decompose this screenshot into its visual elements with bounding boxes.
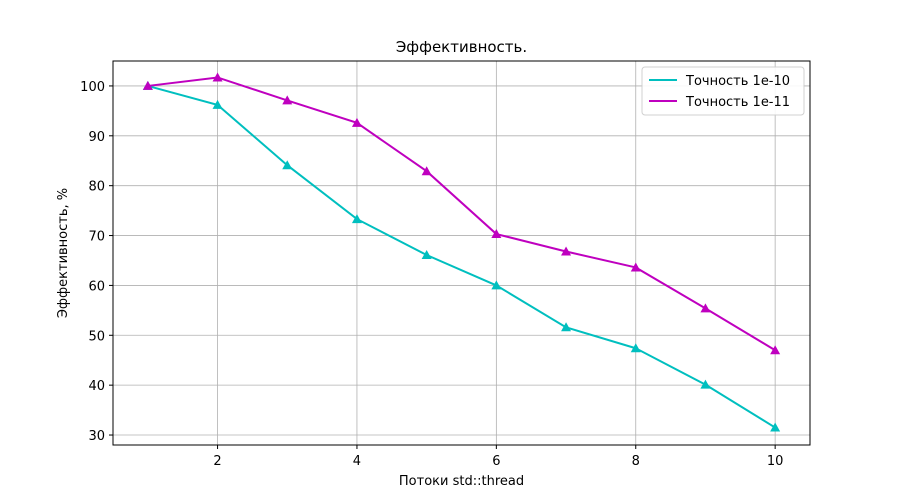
data-point-marker (561, 322, 572, 332)
series-1 (142, 80, 781, 432)
data-point-marker (561, 246, 572, 256)
chart-title: Эффективность. (396, 38, 527, 56)
y-tick-label: 40 (88, 379, 105, 394)
data-point-marker (421, 166, 432, 176)
y-tick-label: 30 (88, 429, 105, 444)
data-point-marker (351, 214, 362, 224)
data-point-marker (351, 117, 362, 127)
legend-label: Точность 1e-10 (685, 74, 790, 89)
axis-ticks: 2 4 6 8 10 30 40 50 60 70 80 90 100 (80, 80, 783, 469)
data-point-marker (630, 343, 641, 353)
series-2 (142, 72, 781, 355)
x-tick-label: 8 (632, 454, 640, 469)
x-tick-label: 10 (767, 454, 784, 469)
y-tick-label: 60 (88, 279, 105, 294)
y-axis-title: Эффективность, % (56, 188, 71, 318)
data-point-marker (282, 160, 293, 170)
y-tick-label: 100 (80, 80, 105, 95)
data-point-marker (491, 229, 502, 239)
legend-label: Точность 1e-11 (685, 95, 790, 110)
legend-box (641, 66, 805, 116)
data-point-marker (421, 249, 432, 259)
data-point-marker (700, 379, 711, 389)
series-line (147, 76, 776, 352)
data-point-marker (142, 80, 153, 90)
x-tick-label: 2 (213, 454, 221, 469)
data-point-marker (491, 280, 502, 290)
x-axis-title: Потоки std::thread (399, 474, 524, 489)
x-tick-label: 6 (492, 454, 500, 469)
series-line (147, 84, 776, 429)
legend: Точность 1e-10 Точность 1e-11 (641, 66, 805, 116)
y-tick-label: 80 (88, 180, 105, 195)
series-group (142, 72, 781, 432)
data-point-marker (282, 95, 293, 105)
x-tick-label: 4 (353, 454, 361, 469)
y-tick-label: 50 (88, 329, 105, 344)
data-point-marker (212, 99, 223, 109)
y-tick-label: 70 (88, 230, 105, 245)
plot-frame (112, 60, 811, 446)
data-point-marker (212, 72, 223, 82)
data-point-marker (770, 345, 781, 355)
data-point-marker (770, 422, 781, 432)
y-tick-label: 90 (88, 130, 105, 145)
data-point-marker (700, 303, 711, 313)
data-point-marker (630, 262, 641, 272)
